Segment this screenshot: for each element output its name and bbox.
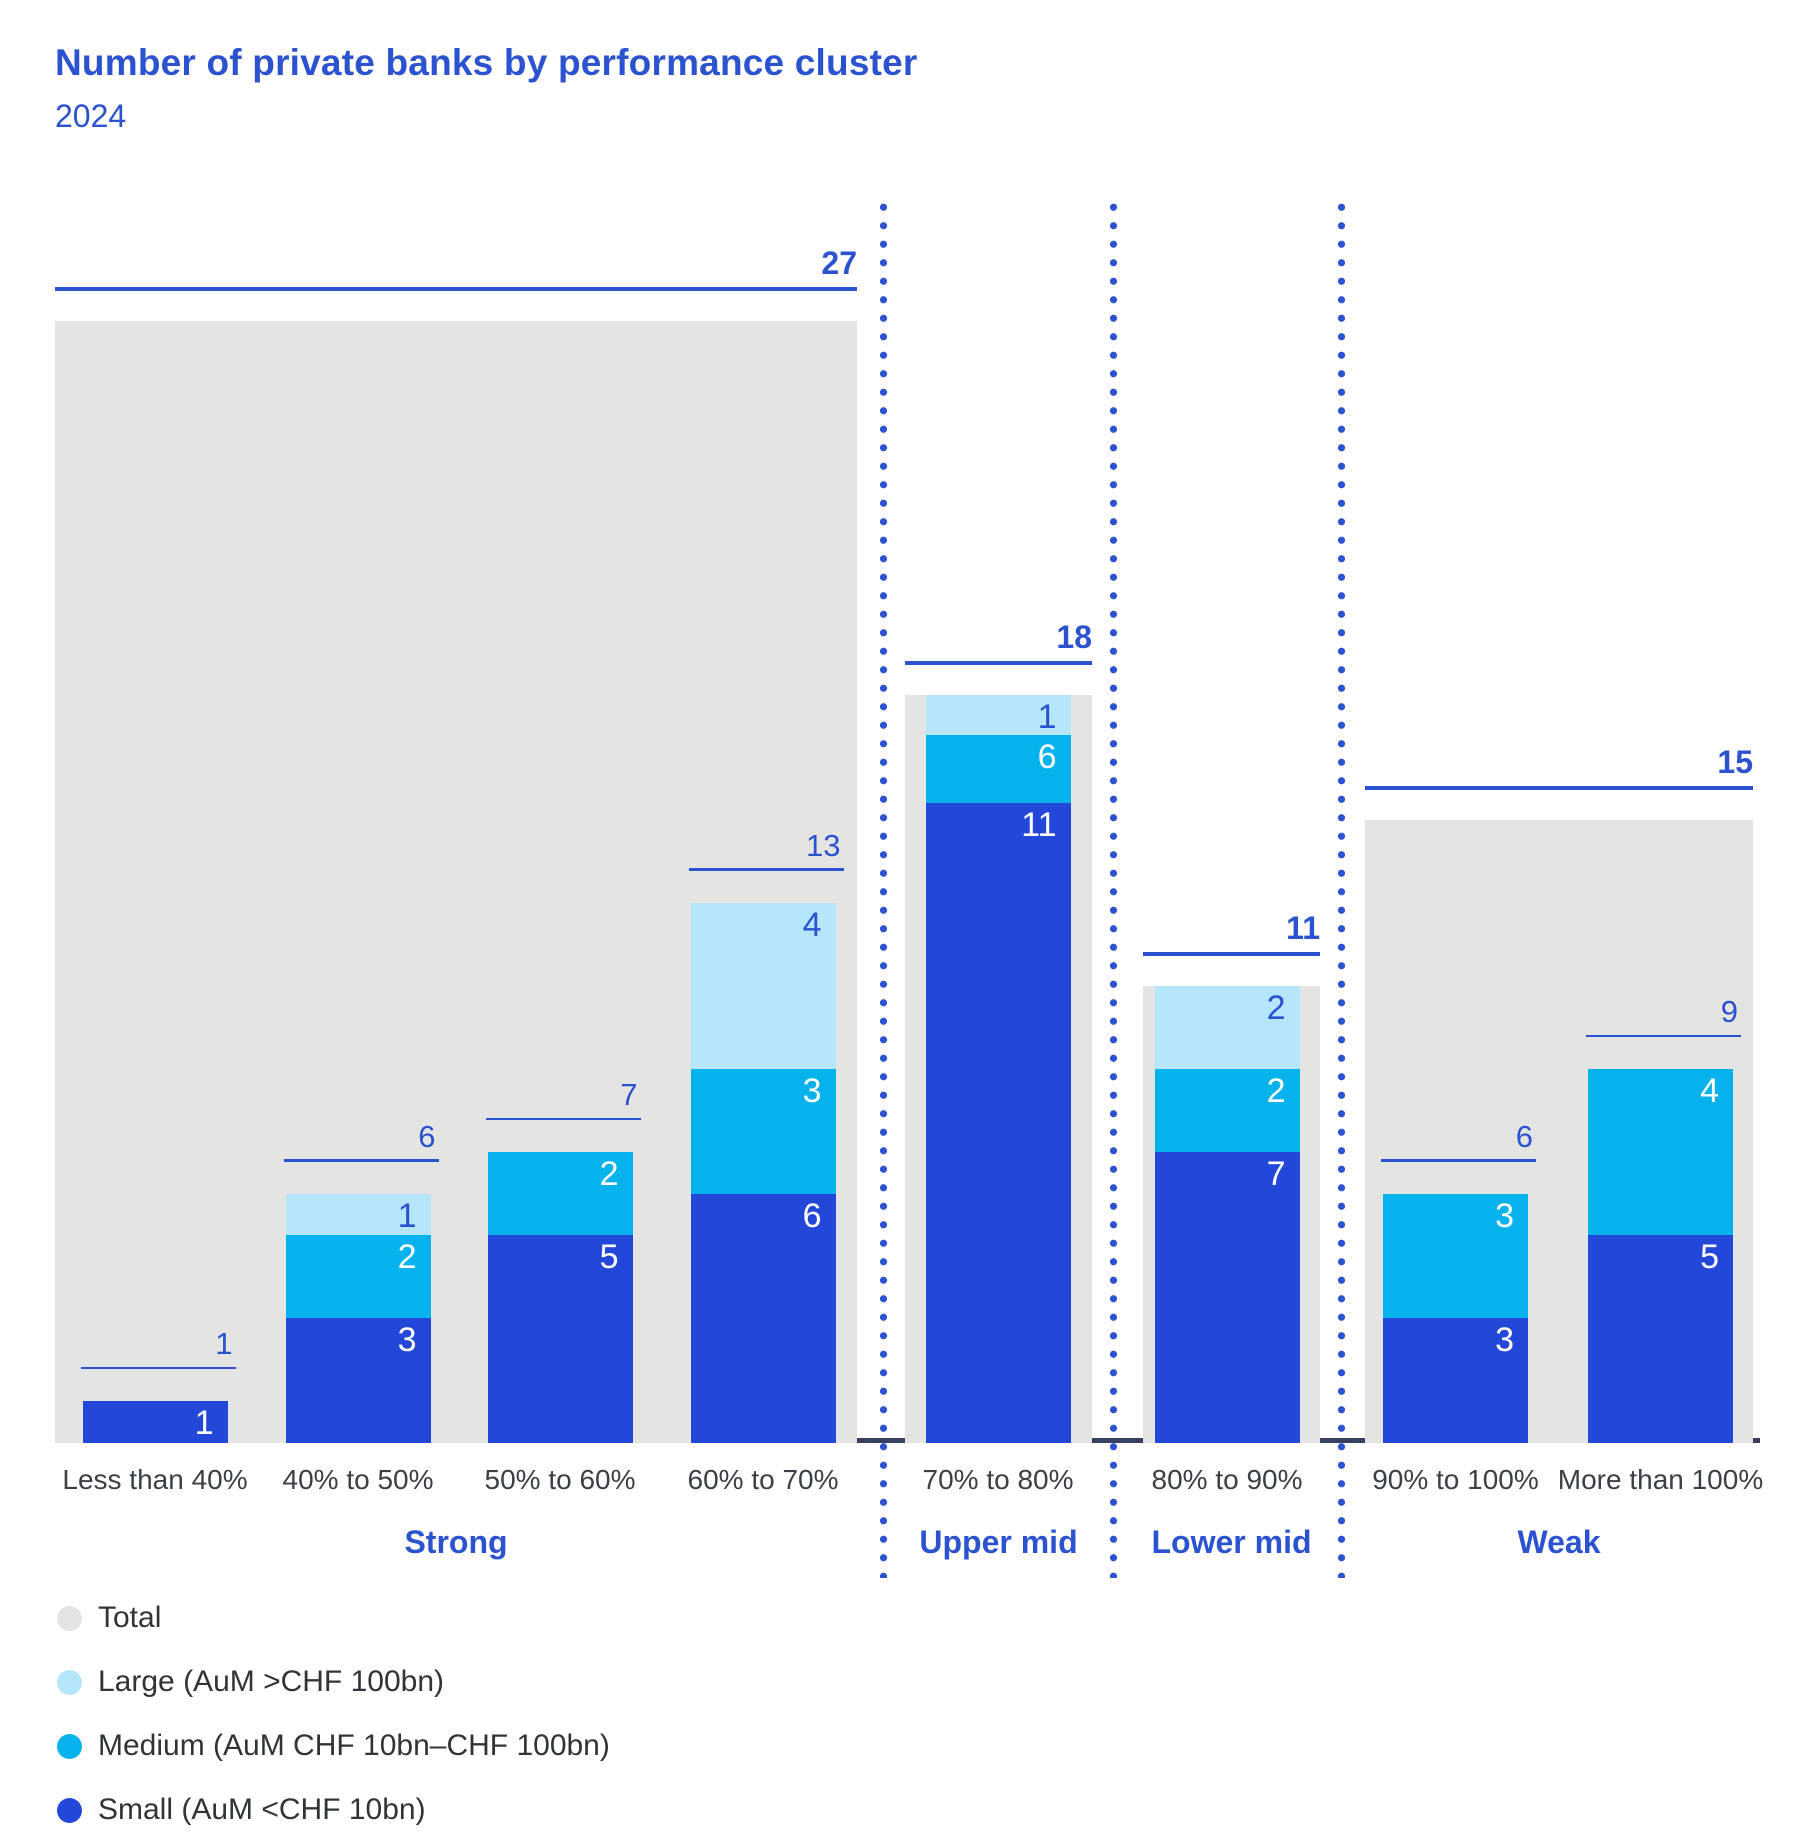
segment-value-small: 6	[802, 1196, 822, 1235]
bar-total-value: 7	[620, 1077, 638, 1113]
bar-segment-medium: 4	[1588, 1069, 1733, 1236]
bar-segment-small: 1	[82, 1401, 228, 1443]
bar-segment-medium: 3	[690, 1069, 836, 1194]
bar-segment-medium: 2	[1154, 1069, 1300, 1153]
segment-value-medium: 2	[1266, 1072, 1286, 1111]
bar-segment-large: 2	[1154, 985, 1300, 1070]
legend-medium-swatch	[57, 1733, 82, 1759]
bar-segment-small: 5	[487, 1235, 633, 1443]
legend-small-swatch	[57, 1797, 82, 1823]
bar-segment-medium: 3	[1383, 1193, 1528, 1319]
bar-total-line	[1586, 1034, 1741, 1038]
bar-total-value: 1	[215, 1326, 233, 1362]
segment-value-medium: 4	[1700, 1072, 1719, 1111]
segment-value-large: 4	[802, 905, 822, 944]
bar-segment-small: 3	[285, 1318, 431, 1443]
category-label: 60% to 70%	[687, 1464, 839, 1495]
bar-total-line	[688, 868, 844, 871]
legend-large-swatch	[57, 1669, 82, 1695]
bar-total-line	[1381, 1159, 1536, 1162]
legend-item-large: Large (AuM >CHF 100bn)	[57, 1664, 444, 1700]
bar-total-value: 13	[806, 827, 841, 863]
bar-segment-small: 5	[1588, 1235, 1733, 1443]
category-label: 80% to 90%	[1151, 1464, 1303, 1495]
bar-segment-large: 1	[285, 1193, 431, 1236]
cluster-label-strong: Strong	[404, 1524, 508, 1560]
legend-item-medium: Medium (AuM CHF 10bn–CHF 100bn)	[57, 1728, 610, 1764]
cluster-label-upper-mid: Upper mid	[919, 1524, 1078, 1560]
segment-value-small: 7	[1266, 1155, 1286, 1194]
cluster-separator	[878, 198, 888, 1578]
bar-segment-small: 7	[1154, 1152, 1300, 1443]
chart-title: Number of private banks by performance c…	[55, 42, 918, 83]
cluster-total-value: 18	[1056, 619, 1092, 656]
category-label: More than 100%	[1557, 1464, 1764, 1495]
category-label: 70% to 80%	[922, 1464, 1074, 1495]
segment-value-medium: 2	[397, 1238, 417, 1277]
bar-segment-medium: 2	[487, 1152, 633, 1236]
bar-segment-small: 6	[690, 1193, 836, 1443]
category-label: 50% to 60%	[484, 1464, 636, 1495]
cluster-separator	[1108, 198, 1118, 1578]
category-label: 40% to 50%	[282, 1464, 434, 1495]
legend-item-small: Small (AuM <CHF 10bn)	[57, 1792, 426, 1828]
segment-value-small: 3	[397, 1321, 417, 1360]
legend-item-total: Total	[57, 1600, 161, 1636]
bar-segment-medium: 6	[925, 734, 1071, 804]
chart-subtitle: 2024	[55, 98, 127, 134]
segment-value-medium: 3	[1495, 1196, 1514, 1235]
cluster-label-lower-mid: Lower mid	[1151, 1524, 1312, 1560]
segment-value-small: 5	[1700, 1238, 1719, 1277]
bar-total-line	[485, 1117, 641, 1121]
bar-total-value: 6	[1515, 1118, 1533, 1154]
segment-value-small: 11	[1021, 806, 1057, 845]
segment-value-medium: 2	[599, 1155, 619, 1194]
bar-segment-small: 3	[1383, 1318, 1528, 1443]
cluster-total-value: 27	[821, 245, 857, 282]
cluster-total-line	[55, 287, 857, 292]
segment-value-small: 1	[194, 1404, 214, 1443]
legend-small-label: Small (AuM <CHF 10bn)	[98, 1793, 426, 1826]
cluster-total-value: 11	[1286, 909, 1320, 946]
cluster-total-value: 15	[1717, 743, 1753, 780]
segment-value-large: 1	[397, 1196, 417, 1235]
bar-segment-large: 1	[925, 695, 1071, 736]
bar-total-value: 9	[1720, 994, 1738, 1030]
bar-segment-large: 4	[690, 902, 836, 1070]
segment-value-large: 2	[1266, 988, 1286, 1027]
cluster-label-weak: Weak	[1517, 1524, 1601, 1560]
category-label: Less than 40%	[62, 1464, 248, 1495]
legend-large-label: Large (AuM >CHF 100bn)	[98, 1665, 444, 1698]
bar-segment-medium: 2	[285, 1235, 431, 1319]
legend-medium-label: Medium (AuM CHF 10bn–CHF 100bn)	[98, 1729, 610, 1762]
segment-value-medium: 6	[1037, 737, 1057, 776]
category-label: 90% to 100%	[1372, 1464, 1539, 1495]
segment-value-small: 3	[1495, 1321, 1514, 1360]
cluster-separator	[1336, 198, 1346, 1578]
segment-value-medium: 3	[802, 1072, 822, 1111]
cluster-total-line	[1143, 951, 1320, 956]
segment-value-large: 1	[1037, 698, 1057, 737]
segment-value-small: 5	[599, 1238, 619, 1277]
legend-total-label: Total	[98, 1601, 162, 1634]
bar-total-line	[283, 1159, 439, 1162]
bar-total-value: 6	[418, 1118, 436, 1154]
cluster-total-line	[905, 661, 1092, 666]
bar-segment-small: 11	[925, 803, 1071, 1443]
cluster-total-line	[1365, 785, 1753, 790]
legend-total-swatch	[57, 1605, 82, 1631]
bar-total-line	[80, 1366, 236, 1370]
